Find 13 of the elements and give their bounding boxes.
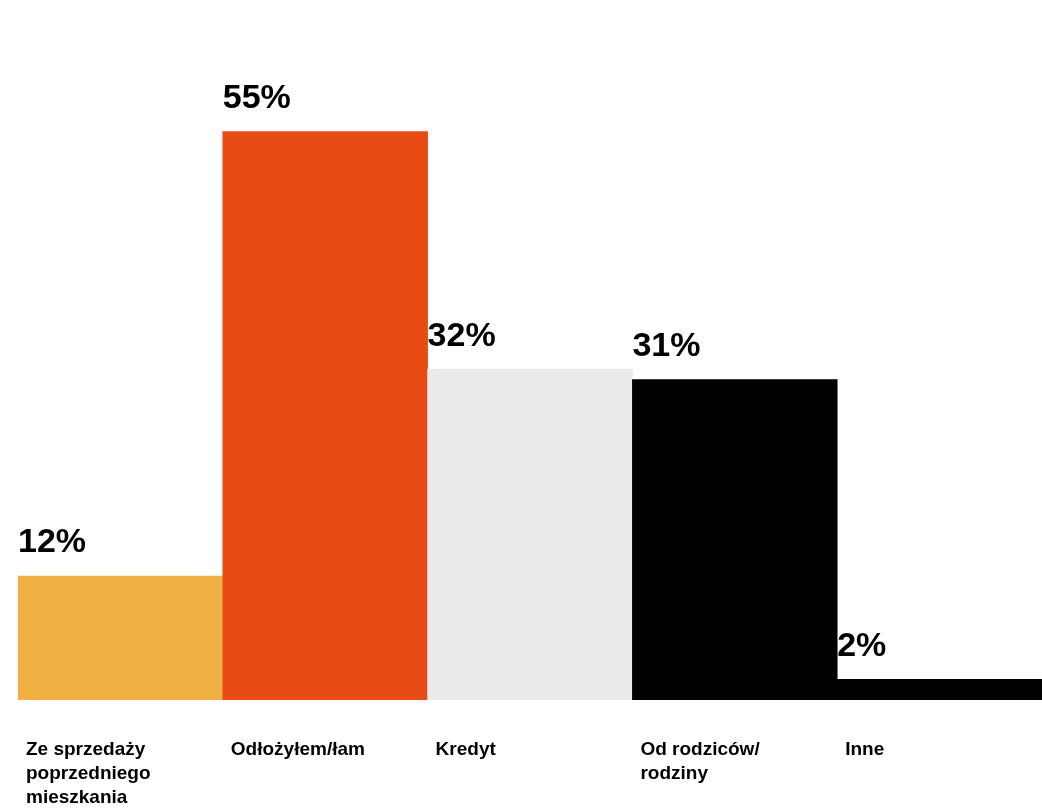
data-label: 32% <box>427 314 496 353</box>
data-label: 12% <box>18 521 87 560</box>
data-label: 55% <box>222 77 291 116</box>
bar <box>222 131 428 700</box>
data-label: 31% <box>632 325 701 364</box>
data-label: 2% <box>837 624 887 663</box>
x-tick-label: Od rodziców/ rodziny <box>640 737 761 783</box>
x-tick-label: Kredyt <box>435 737 497 759</box>
bar <box>18 575 224 700</box>
x-tick-label: Inne <box>845 737 885 759</box>
x-tick-label: Ze sprzedaży poprzedniego mieszkania <box>26 737 151 807</box>
bar <box>427 369 633 700</box>
x-tick-label: Odłożyłem/łam <box>230 737 365 759</box>
